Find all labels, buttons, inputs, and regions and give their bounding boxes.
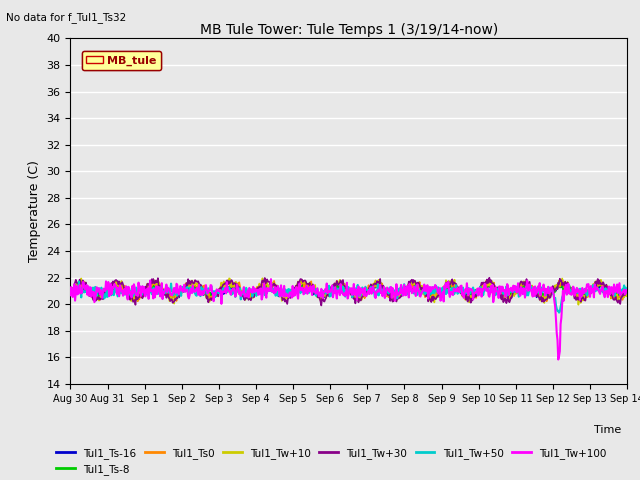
Y-axis label: Temperature (C): Temperature (C) bbox=[28, 160, 41, 262]
Text: No data for f_Tul1_Ts32: No data for f_Tul1_Ts32 bbox=[6, 12, 127, 23]
Text: Time: Time bbox=[593, 425, 621, 435]
Title: MB Tule Tower: Tule Temps 1 (3/19/14-now): MB Tule Tower: Tule Temps 1 (3/19/14-now… bbox=[200, 23, 498, 37]
Legend: MB_tule: MB_tule bbox=[81, 51, 161, 70]
Legend: Tul1_Ts-16, Tul1_Ts-8, Tul1_Ts0, Tul1_Tw+10, Tul1_Tw+30, Tul1_Tw+50, Tul1_Tw+100: Tul1_Ts-16, Tul1_Ts-8, Tul1_Ts0, Tul1_Tw… bbox=[56, 448, 606, 475]
